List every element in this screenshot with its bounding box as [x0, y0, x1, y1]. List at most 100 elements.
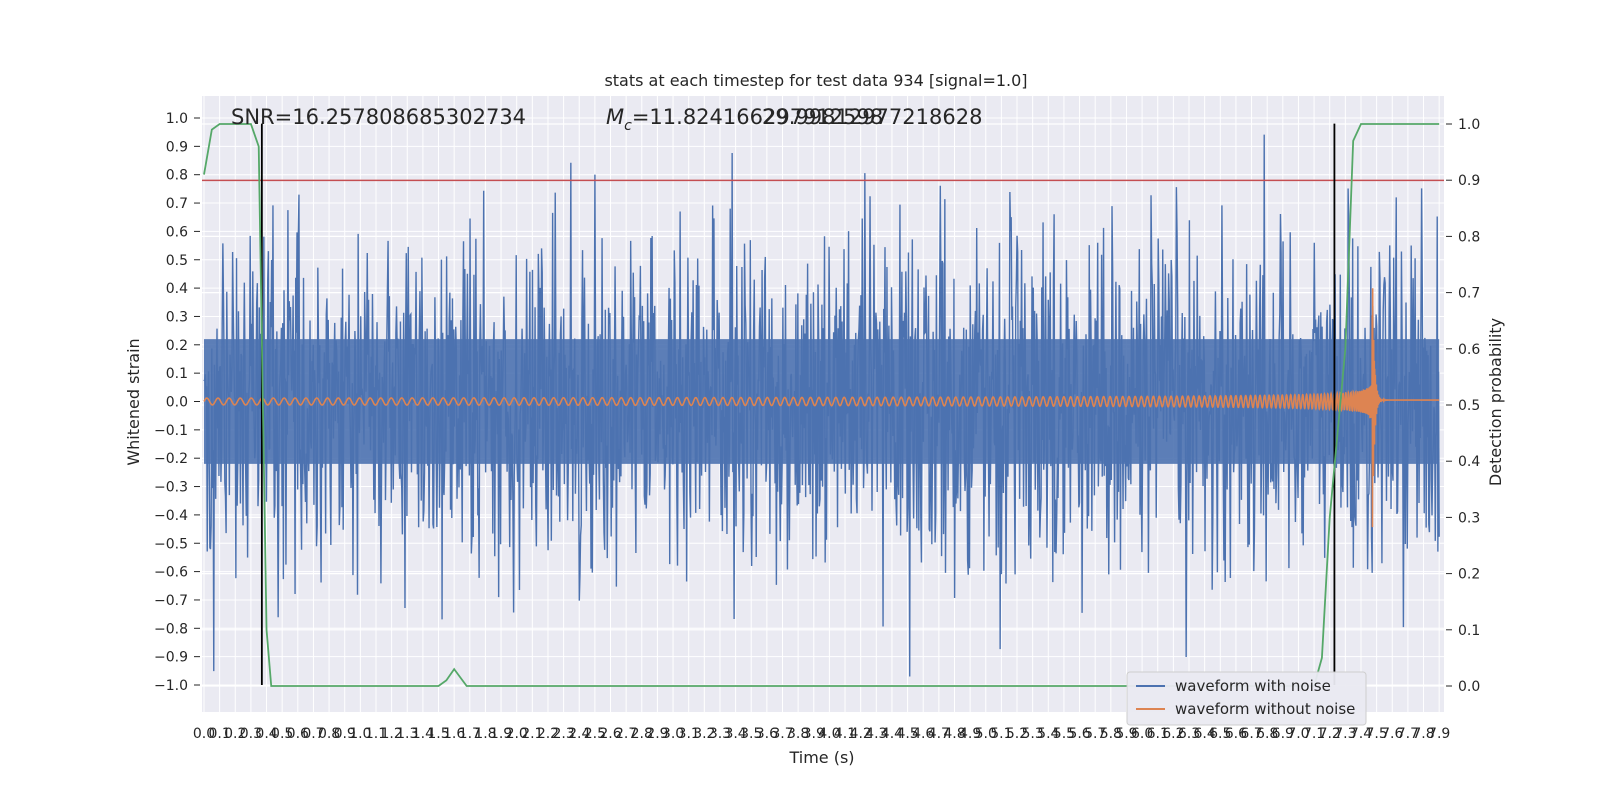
x-tick-label: 7.4 — [1350, 726, 1372, 742]
y2-tick-label: 0.2 — [1458, 567, 1480, 583]
x-tick-label: 1.0 — [349, 726, 371, 742]
x-axis-label: Time (s) — [788, 748, 854, 767]
x-tick-label: 5.7 — [1084, 726, 1106, 742]
y-tick-label: 0.4 — [166, 281, 188, 297]
y2-tick-label: 0.1 — [1458, 623, 1480, 639]
x-tick-label: 0.0 — [193, 726, 215, 742]
y-tick-label: 0.0 — [166, 395, 188, 411]
x-tick-label: 3.3 — [709, 726, 731, 742]
x-tick-label: 5.0 — [975, 726, 997, 742]
y-tick-label: −0.1 — [154, 423, 188, 439]
x-tick-label: 4.9 — [959, 726, 981, 742]
x-tick-label: 3.4 — [724, 726, 746, 742]
chirp-trace — [203, 288, 1440, 528]
y-tick-label: 0.3 — [166, 309, 188, 325]
x-tick-label: 7.3 — [1334, 726, 1356, 742]
x-tick-label: 4.0 — [818, 726, 840, 742]
x-tick-label: 3.6 — [756, 726, 778, 742]
x-tick-label: 2.9 — [646, 726, 668, 742]
mc-overlap-annotation: 29.99812977218628 — [762, 105, 982, 129]
x-tick-label: 0.8 — [318, 726, 340, 742]
mc-subscript: c — [624, 118, 632, 134]
x-tick-label: 5.6 — [1068, 726, 1090, 742]
mc-value: =11.824166297912598 — [632, 105, 883, 129]
x-tick-label: 4.7 — [928, 726, 950, 742]
y-tick-label: −0.9 — [154, 650, 188, 666]
legend-label-noise: waveform with noise — [1175, 677, 1331, 695]
x-ticks: 0.00.10.20.30.40.50.60.70.80.91.01.11.21… — [193, 726, 1450, 742]
series-waveform-without-noise — [203, 288, 1440, 528]
x-tick-label: 2.3 — [552, 726, 574, 742]
y2-axis-label: Detection probability — [1486, 318, 1505, 486]
y2-tick-label: 0.9 — [1458, 173, 1480, 189]
y-tick-label: 0.1 — [166, 366, 188, 382]
y2-tick-label: 0.8 — [1458, 229, 1480, 245]
x-tick-label: 6.8 — [1256, 726, 1278, 742]
y-tick-label: 0.7 — [166, 196, 188, 212]
y-tick-label: −1.0 — [154, 678, 188, 694]
x-tick-label: 6.6 — [1225, 726, 1247, 742]
x-tick-label: 6.4 — [1194, 726, 1216, 742]
x-tick-label: 2.5 — [584, 726, 606, 742]
x-tick-label: 5.8 — [1100, 726, 1122, 742]
x-tick-label: 2.6 — [599, 726, 621, 742]
x-tick-label: 1.2 — [380, 726, 402, 742]
y-tick-label: 0.5 — [166, 253, 188, 269]
x-tick-label: 6.1 — [1147, 726, 1169, 742]
y-tick-label: −0.2 — [154, 451, 188, 467]
x-tick-label: 1.1 — [365, 726, 387, 742]
chart-title: stats at each timestep for test data 934… — [604, 71, 1027, 90]
x-tick-label: 5.9 — [1115, 726, 1137, 742]
x-tick-label: 5.4 — [1037, 726, 1059, 742]
y-tick-label: 0.8 — [166, 168, 188, 184]
x-tick-label: 7.9 — [1428, 726, 1450, 742]
y2-tick-label: 1.0 — [1458, 117, 1480, 133]
y2-tick-label: 0.4 — [1458, 454, 1480, 470]
snr-annotation: SNR=16.257808685302734 — [231, 105, 526, 129]
y-tick-label: −0.3 — [154, 480, 188, 496]
detection-probability-line — [203, 123, 1440, 687]
y2-tick-label: 0.7 — [1458, 286, 1480, 302]
x-tick-label: 6.9 — [1272, 726, 1294, 742]
legend: waveform with noise waveform without noi… — [1126, 671, 1367, 726]
x-tick-label: 4.5 — [896, 726, 918, 742]
x-tick-label: 0.7 — [302, 726, 324, 742]
y-tick-label: 0.2 — [166, 338, 188, 354]
x-tick-label: 1.7 — [459, 726, 481, 742]
y-tick-label: 0.9 — [166, 139, 188, 155]
x-tick-label: 6.7 — [1240, 726, 1262, 742]
x-tick-label: 2.1 — [521, 726, 543, 742]
y-tick-label: −0.7 — [154, 593, 188, 609]
x-tick-label: 4.4 — [881, 726, 903, 742]
x-tick-label: 4.8 — [943, 726, 965, 742]
x-tick-label: 3.2 — [693, 726, 715, 742]
y-tick-label: 0.6 — [166, 224, 188, 240]
y2-tick-label: 0.3 — [1458, 510, 1480, 526]
x-tick-label: 0.3 — [240, 726, 262, 742]
x-tick-label: 0.1 — [209, 726, 231, 742]
x-tick-label: 1.9 — [490, 726, 512, 742]
x-tick-label: 2.8 — [631, 726, 653, 742]
x-tick-label: 0.4 — [255, 726, 277, 742]
legend-box — [1126, 671, 1367, 726]
x-tick-label: 5.2 — [1006, 726, 1028, 742]
x-tick-label: 4.1 — [834, 726, 856, 742]
x-tick-label: 6.2 — [1162, 726, 1184, 742]
overlay-lines — [202, 123, 1444, 687]
x-tick-label: 5.1 — [990, 726, 1012, 742]
x-tick-label: 4.6 — [912, 726, 934, 742]
x-tick-label: 2.2 — [537, 726, 559, 742]
y2-tick-label: 0.0 — [1458, 679, 1480, 695]
x-tick-label: 0.5 — [271, 726, 293, 742]
x-tick-label: 5.3 — [1022, 726, 1044, 742]
x-tick-label: 1.4 — [412, 726, 434, 742]
x-tick-label: 3.9 — [803, 726, 825, 742]
y-tick-label: −0.4 — [154, 508, 188, 524]
x-tick-label: 7.6 — [1381, 726, 1403, 742]
x-tick-label: 6.0 — [1131, 726, 1153, 742]
y-tick-label: −0.8 — [154, 621, 188, 637]
x-tick-label: 7.7 — [1397, 726, 1419, 742]
x-tick-label: 1.3 — [396, 726, 418, 742]
y2-tick-label: 0.5 — [1458, 398, 1480, 414]
